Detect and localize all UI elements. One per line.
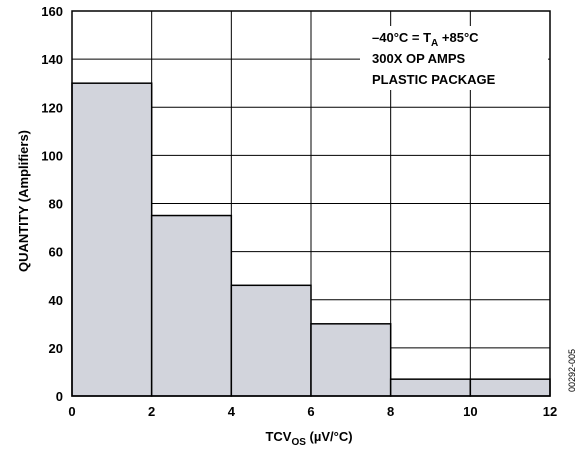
x-tick-label: 4	[228, 404, 236, 419]
annotation-box: –40°C = TA +85°C 300X OP AMPS PLASTIC PA…	[360, 26, 548, 90]
annotation-line-2: 300X OP AMPS	[372, 51, 466, 66]
histogram-bar	[150, 214, 233, 397]
x-tick-label: 2	[148, 404, 155, 419]
x-axis-title-subscript: OS	[291, 437, 306, 448]
histogram-bar	[469, 378, 551, 397]
y-tick-label: 160	[41, 4, 63, 19]
x-axis-title-main: TCV	[265, 429, 291, 444]
y-tick-label: 0	[56, 389, 63, 404]
y-axis-title: QUANTITY (Amplifiers)	[16, 130, 31, 272]
x-tick-label: 6	[307, 404, 314, 419]
plot-frame	[71, 10, 551, 397]
x-axis-title-units: (µV/°C)	[306, 429, 353, 444]
figure-code: 00292-005	[567, 349, 577, 392]
histogram-bar	[71, 82, 153, 397]
annotation-line-3: PLASTIC PACKAGE	[372, 72, 496, 87]
x-tick-labels: 0 2 4 6 8 10 12	[68, 404, 557, 419]
bars	[71, 82, 551, 397]
annotation-line-1-subscript: A	[431, 38, 438, 49]
y-tick-label: 140	[41, 52, 63, 67]
annotation-line-1: –40°C = TA +85°C	[372, 30, 479, 49]
y-tick-label: 100	[41, 148, 63, 163]
histogram-bar	[310, 323, 392, 397]
x-tick-label: 10	[463, 404, 477, 419]
y-tick-labels: 0 20 40 60 80 100 120 140 160	[41, 4, 63, 404]
plot-border	[71, 10, 551, 397]
histogram-bar	[230, 284, 312, 397]
y-tick-label: 120	[41, 100, 63, 115]
annotation-line-1-suffix: +85°C	[438, 30, 479, 45]
annotation-background	[360, 26, 548, 90]
annotation-line-1-prefix: –40°C = T	[372, 30, 431, 45]
y-tick-label: 20	[49, 341, 63, 356]
histogram-bar	[389, 378, 472, 397]
x-tick-label: 0	[68, 404, 75, 419]
x-tick-label: 8	[387, 404, 394, 419]
y-tick-label: 60	[49, 245, 63, 260]
y-tick-label: 40	[49, 293, 63, 308]
x-tick-label: 12	[543, 404, 557, 419]
y-tick-label: 80	[49, 197, 63, 212]
x-axis-title: TCVOS (µV/°C)	[265, 429, 352, 448]
